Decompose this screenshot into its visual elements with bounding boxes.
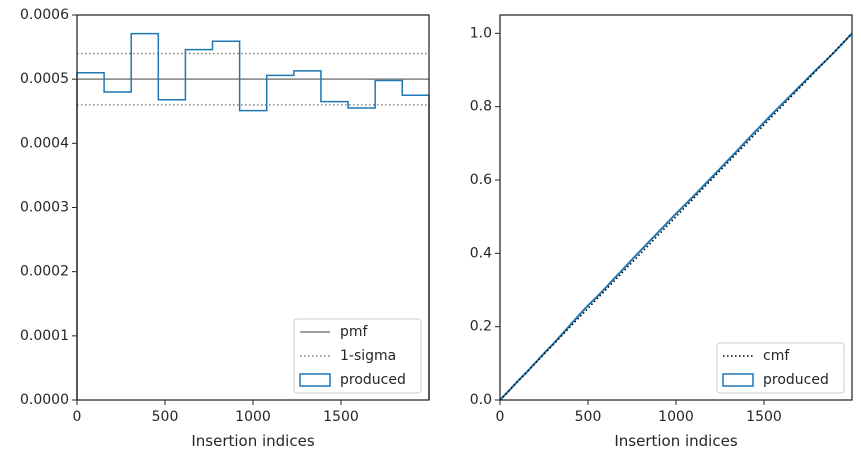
produced-histogram	[76, 32, 430, 400]
y-tick-label: 0.8	[470, 99, 492, 115]
legend-label: 1-sigma	[340, 348, 396, 364]
legend-label: pmf	[340, 324, 369, 340]
y-tick-label: 1.0	[470, 25, 492, 41]
y-tick-label: 0.0000	[20, 392, 69, 408]
legend-entry: cmf	[723, 348, 790, 364]
legend-label: produced	[763, 372, 829, 388]
legend: pmf 1-sigma produced	[293, 318, 422, 394]
legend-label: produced	[340, 372, 406, 388]
legend-entry: 1-sigma	[300, 348, 396, 364]
legend-label: cmf	[763, 348, 790, 364]
x-tick-label: 1000	[658, 409, 694, 425]
pmf-panel: 0 500 1000 1500 0.0000 0.0001 0.0002 0.0003 0.00…	[20, 7, 430, 450]
y-tick-label: 0.0001	[20, 328, 69, 344]
y-tick-label: 0.0005	[20, 71, 69, 87]
x-tick-label: 1000	[235, 409, 271, 425]
y-tick-label: 0.0	[470, 392, 492, 408]
x-tick-label: 500	[575, 409, 602, 425]
legend-patch-swatch	[722, 373, 754, 387]
plot-frame	[76, 14, 430, 401]
y-tick-label: 0.2	[470, 319, 492, 335]
x-tick-label: 1500	[323, 409, 359, 425]
legend-box	[716, 342, 845, 394]
legend-entry: pmf	[300, 324, 369, 340]
x-tick-label: 1500	[746, 409, 782, 425]
x-axis-label: Insertion indices	[191, 432, 314, 450]
y-tick-label: 0.4	[470, 245, 492, 261]
y-tick-label: 0.0003	[20, 200, 69, 216]
legend-patch-swatch	[299, 373, 331, 387]
legend: cmf produced	[716, 342, 845, 394]
x-axis-label: Insertion indices	[614, 432, 737, 450]
cmf-line	[499, 32, 853, 401]
x-tick-label: 0	[73, 409, 82, 425]
x-tick-label: 500	[152, 409, 179, 425]
cmf-panel: 0 500 1000 1500 0.0 0.2 0.4 0.6 0.8 1.0 Insertion …	[470, 14, 853, 450]
y-tick-label: 0.0006	[20, 7, 69, 23]
y-tick-label: 0.6	[470, 172, 492, 188]
y-tick-label: 0.0002	[20, 264, 69, 280]
x-tick-label: 0	[496, 409, 505, 425]
legend-entry: produced	[299, 372, 406, 388]
plot-frame	[499, 14, 853, 401]
y-tick-label: 0.0004	[20, 135, 69, 151]
legend-entry: produced	[722, 372, 829, 388]
